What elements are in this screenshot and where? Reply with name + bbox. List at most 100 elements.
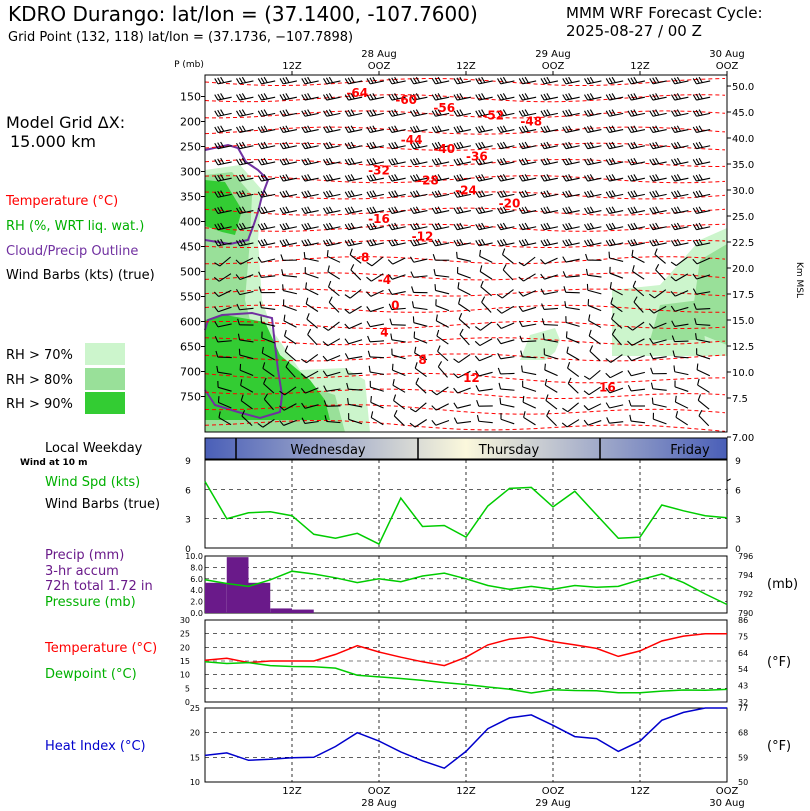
wind-barb-flag <box>561 422 568 428</box>
wind-barb-flag <box>347 190 352 197</box>
wind-barb <box>213 289 232 298</box>
wind-barb-flag <box>568 222 573 229</box>
wind-barb-flag <box>453 191 458 198</box>
wind-barb-shaft <box>391 307 406 311</box>
wind-barb-shaft <box>328 286 340 297</box>
wind-barb-flag <box>497 367 502 375</box>
wind-barb-flag <box>236 191 241 198</box>
wind-barb-shaft <box>544 369 558 377</box>
temperature-contour-label: -8 <box>356 251 369 265</box>
wind-barb-flag <box>652 239 657 246</box>
grid-point-subtitle: Grid Point (132, 118) lat/lon = (37.1736… <box>8 30 354 45</box>
wind-barb <box>692 206 711 215</box>
wind-barb-shaft <box>544 257 558 265</box>
wind-barb-flag <box>241 222 247 229</box>
wind-barb-flag <box>568 141 573 148</box>
wind-barb-flag <box>412 93 418 100</box>
wind-barb-shaft <box>391 96 406 101</box>
wind-barb-shaft <box>675 273 689 282</box>
precip-accum-label: 3-hr accum <box>45 564 119 579</box>
wind-barb-shaft <box>239 129 254 134</box>
wind-barb <box>567 362 580 378</box>
height-tick-label: 7.00 <box>732 433 754 444</box>
wind-barb-flag <box>627 207 632 214</box>
wind-barb-flag <box>431 159 436 166</box>
wind-barb-flag <box>652 126 657 133</box>
wind-barb-flag <box>394 109 399 116</box>
wind-barb-flag <box>328 174 334 181</box>
wind-barb-flag <box>415 141 421 148</box>
wind-barb <box>431 125 450 134</box>
wind-barb-flag <box>655 190 660 197</box>
wind-barb-flag <box>540 240 545 247</box>
wind-barb-flag <box>453 223 458 230</box>
wind-barb <box>523 411 536 426</box>
wind-barb-flag <box>388 159 393 166</box>
legend-wind-barbs: Wind Barbs (kts) (true) <box>6 268 155 283</box>
wind-barb-flag <box>562 207 567 214</box>
wind-barb-flag <box>257 207 262 214</box>
wind-barb <box>497 109 515 117</box>
wind-barb-flag <box>328 125 334 132</box>
wind-barb <box>388 303 406 311</box>
wind-barb-flag <box>279 110 284 117</box>
wind-barb-flag <box>323 191 328 198</box>
wind-barb-flag <box>630 207 635 214</box>
wind-barb <box>632 280 645 297</box>
wind-barb-shaft <box>588 403 602 411</box>
wind-barb-shaft <box>348 322 363 330</box>
wind-barb <box>562 206 580 215</box>
pressure-line <box>204 570 728 606</box>
wind-barb <box>609 282 623 296</box>
wind-barb-flag <box>584 142 589 149</box>
heat-tick-c: 20 <box>190 729 200 738</box>
wind-barb <box>629 414 646 424</box>
wind-barb <box>257 76 276 85</box>
temperature-contour <box>204 78 726 86</box>
wind-barb-flag <box>586 174 592 181</box>
wind-barb-flag <box>323 223 328 230</box>
wind-barb-flag <box>347 223 352 230</box>
wind-barb <box>431 109 450 117</box>
wind-barb-flag <box>307 174 312 181</box>
wind-barb-flag <box>394 141 399 148</box>
wind-barb-flag <box>238 348 241 356</box>
wind-barb-flag <box>217 174 222 181</box>
heat-index-line <box>204 707 727 770</box>
wind-barb-flag <box>261 346 264 354</box>
wind-barb-flag <box>456 190 461 197</box>
wind-barb-shaft <box>283 112 298 117</box>
legend-rh70-label: RH > 70% <box>6 348 73 363</box>
wind-barb-shaft <box>478 145 493 150</box>
wind-barb-shaft <box>283 145 298 150</box>
wind-barb-flag <box>630 142 635 149</box>
wind-barb-flag <box>307 76 312 83</box>
wind-barb-flag <box>260 93 265 100</box>
height-tick-label: 45.0 <box>732 108 754 119</box>
wind-barb-shaft <box>413 307 428 311</box>
wind-barb-flag <box>391 93 396 100</box>
wind-barb-flag <box>652 190 657 197</box>
wind-barb-shaft <box>522 340 537 343</box>
wind-barb-flag <box>654 248 658 255</box>
wind-barb <box>605 222 624 231</box>
f-unit2-label: (°F) <box>767 739 792 754</box>
wind-barb-flag <box>544 378 548 386</box>
wind-barb-shaft <box>435 274 450 278</box>
wind-barb-flag <box>214 262 221 267</box>
wind-barb-shaft <box>631 338 645 346</box>
wind-barb-flag <box>344 142 349 149</box>
wind-barb-flag <box>499 190 505 197</box>
wind-barb <box>431 419 450 426</box>
temperature-contour-label: -12 <box>412 230 434 244</box>
wind-barb-flag <box>676 238 682 245</box>
wind-barb-flag <box>431 419 437 426</box>
wind-barb-flag <box>459 125 464 132</box>
wind-speed-line <box>204 481 728 546</box>
wind-barb-shaft <box>458 354 471 364</box>
wind-barb-flag <box>584 207 589 214</box>
wind-barb-flag <box>518 276 524 282</box>
wind-barb-flag <box>692 110 697 117</box>
wind-barb-shaft <box>522 193 537 198</box>
wind-barb-flag <box>670 261 677 267</box>
